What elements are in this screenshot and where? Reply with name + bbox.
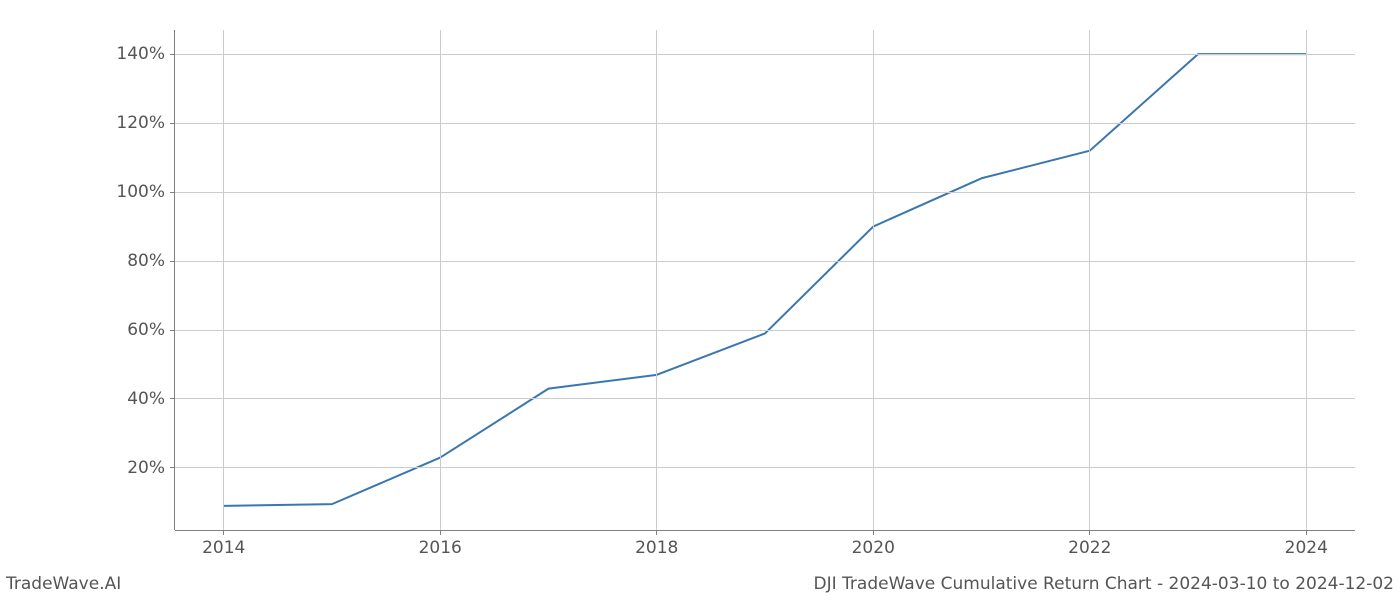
y-grid-line [175,330,1355,331]
y-grid-line [175,467,1355,468]
plot-area [175,30,1355,530]
y-tick-mark [170,330,175,331]
x-tick-mark [1089,530,1090,535]
y-tick-label: 40% [127,389,165,409]
y-tick-mark [170,261,175,262]
y-grid-line [175,54,1355,55]
y-tick-mark [170,54,175,55]
y-grid-line [175,192,1355,193]
x-tick-mark [656,530,657,535]
x-tick-label: 2018 [635,538,678,558]
y-tick-mark [170,467,175,468]
y-tick-label: 120% [116,113,165,133]
y-tick-mark [170,192,175,193]
x-tick-label: 2014 [202,538,245,558]
x-grid-line [1089,30,1090,530]
y-tick-label: 80% [127,251,165,271]
y-tick-label: 60% [127,320,165,340]
x-grid-line [440,30,441,530]
x-tick-mark [223,530,224,535]
chart-container: 2014 2016 2018 2020 2022 2024 20% 40% 60% 80% 100%… [0,0,1400,600]
y-tick-label: 140% [116,44,165,64]
y-grid-line [175,261,1355,262]
y-tick-mark [170,123,175,124]
y-grid-line [175,398,1355,399]
x-tick-label: 2022 [1068,538,1111,558]
y-tick-label: 100% [116,182,165,202]
y-axis-spine [174,30,175,530]
x-tick-label: 2016 [419,538,462,558]
x-tick-label: 2024 [1285,538,1328,558]
x-tick-mark [440,530,441,535]
line-chart-svg [175,30,1355,530]
footer-left-label: TradeWave.AI [6,574,121,594]
x-grid-line [1306,30,1307,530]
x-tick-mark [873,530,874,535]
y-tick-label: 20% [127,458,165,478]
x-tick-label: 2020 [852,538,895,558]
x-tick-mark [1306,530,1307,535]
x-grid-line [873,30,874,530]
x-grid-line [223,30,224,530]
x-axis-spine [175,530,1355,531]
y-grid-line [175,123,1355,124]
y-tick-mark [170,398,175,399]
x-grid-line [656,30,657,530]
footer-right-label: DJI TradeWave Cumulative Return Chart - … [814,574,1395,594]
